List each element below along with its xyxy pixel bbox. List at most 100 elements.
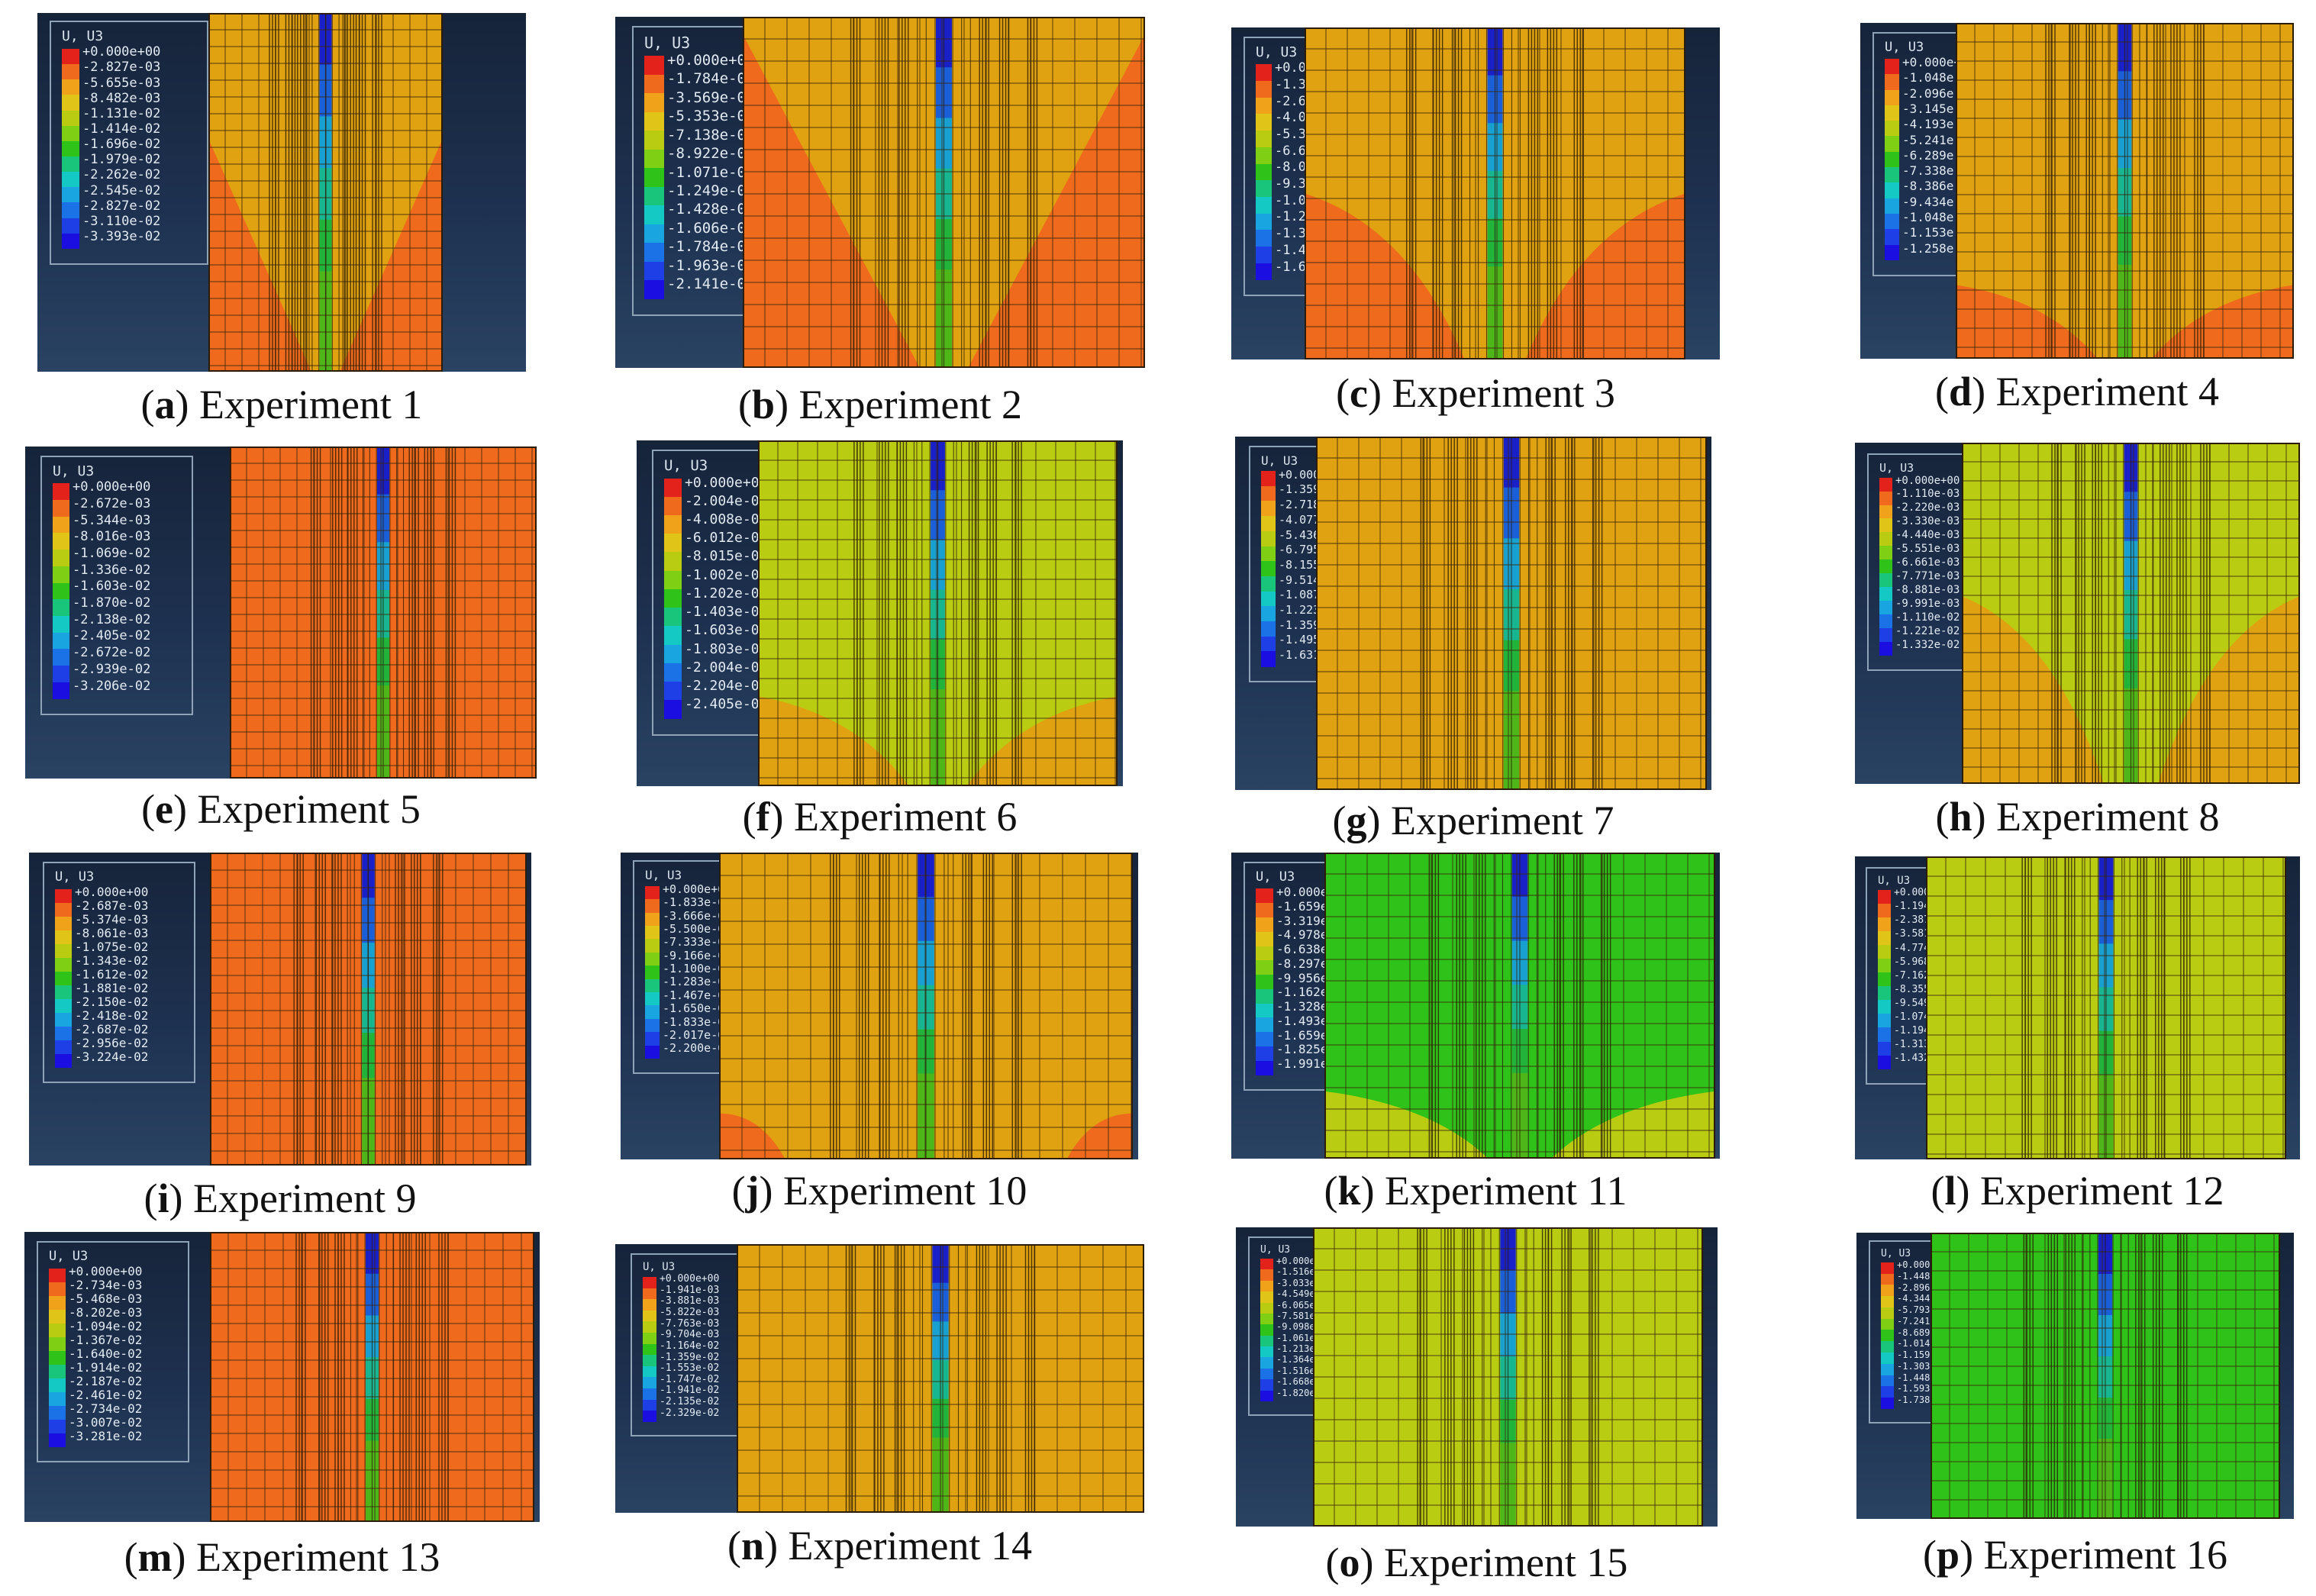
legend-value: -2.827e-03 — [82, 60, 161, 76]
legend-swatch — [1878, 889, 1891, 904]
legend-swatch — [1256, 1032, 1273, 1047]
legend-swatch — [645, 1018, 660, 1033]
legend-swatch — [1879, 518, 1892, 533]
legend-value: -2.200e-02 — [663, 1041, 732, 1056]
panel-letter: d — [1949, 369, 1972, 414]
panel-letter: i — [157, 1175, 169, 1221]
legend-swatch — [1885, 74, 1899, 90]
legend-swatch — [1881, 1341, 1894, 1353]
legend-swatch — [1256, 903, 1273, 918]
legend-swatch — [644, 243, 664, 262]
color-legend: U, U3 +0.000e+00 -2.004e-03 -4.008e-03 -6.01… — [652, 450, 811, 736]
legend-swatch — [643, 1276, 656, 1288]
mesh-plot — [1324, 853, 1715, 1159]
legend-swatch — [62, 125, 79, 142]
legend-value: +0.000e+00 — [663, 882, 732, 896]
legend-swatch — [1881, 1318, 1894, 1330]
legend-title: U, U3 — [1885, 40, 1924, 55]
mesh-plot — [737, 1244, 1144, 1513]
legend-value: -1.110e-02 — [1895, 611, 1960, 624]
legend-swatch — [49, 1295, 66, 1311]
legend-swatch — [1260, 1368, 1273, 1380]
legend-title: U, U3 — [645, 868, 682, 882]
legend-swatch — [49, 1309, 66, 1324]
legend-swatch — [55, 971, 72, 986]
legend-value: -3.393e-02 — [82, 229, 161, 245]
legend-swatch — [1256, 988, 1273, 1004]
panel-letter: j — [745, 1168, 760, 1214]
legend-value: -1.343e-02 — [75, 953, 149, 968]
legend-value: -1.650e-02 — [663, 1001, 732, 1016]
legend-swatch — [645, 979, 660, 993]
panel-title: Experiment 1 — [199, 382, 423, 427]
legend-value: -1.612e-02 — [75, 967, 149, 982]
contour-plot-g: U, U3 +0.000e+00 -1.359e-03 -2.718e-03 -4.07… — [1235, 437, 1711, 790]
panel-title: Experiment 13 — [196, 1534, 440, 1580]
legend-swatch — [1256, 163, 1272, 181]
legend-swatch — [645, 1005, 660, 1020]
legend-swatch — [1256, 81, 1272, 98]
legend-swatch — [1881, 1285, 1894, 1297]
legend-swatch — [53, 649, 69, 666]
legend-swatch — [1879, 491, 1892, 506]
legend-swatch — [1878, 1000, 1891, 1014]
legend-swatch — [1261, 576, 1276, 592]
mesh-plot — [1305, 27, 1685, 360]
legend-swatch — [53, 483, 69, 501]
legend-swatch — [62, 110, 79, 127]
legend-value: -6.661e-03 — [1895, 556, 1960, 569]
legend-swatch — [55, 957, 72, 972]
legend-title: U, U3 — [53, 463, 95, 479]
mesh-plot — [719, 853, 1133, 1159]
legend-swatch — [1256, 131, 1272, 148]
legend-swatch — [53, 666, 69, 683]
color-legend: U, U3 +0.000e+00 -2.672e-03 -5.344e-03 -8.01… — [40, 456, 193, 715]
displacement-zone — [743, 34, 1145, 368]
legend-swatch — [645, 1032, 660, 1046]
legend-swatch — [62, 79, 79, 95]
legend-value: -2.956e-02 — [75, 1036, 149, 1050]
legend-swatch — [49, 1433, 66, 1448]
legend-value: -1.553e-02 — [660, 1362, 720, 1375]
contour-plot-n: U, U3 +0.000e+00 -1.941e-03 -3.881e-03 -5.82… — [615, 1244, 1144, 1513]
legend-swatch — [1261, 471, 1276, 487]
displacement-zone — [1305, 193, 1685, 360]
mesh-plot — [210, 853, 527, 1166]
legend-swatch — [644, 186, 664, 206]
legend-value: -1.075e-02 — [75, 940, 149, 954]
legend-swatch — [664, 514, 682, 534]
legend-swatch — [49, 1364, 66, 1379]
legend-value: -1.202e-02 — [685, 585, 768, 601]
legend-swatch — [1879, 532, 1892, 547]
legend-value: -4.008e-03 — [685, 511, 768, 527]
legend-value: -3.110e-02 — [82, 213, 161, 229]
displacement-zone — [1324, 1091, 1715, 1159]
mesh-plot — [1926, 856, 2286, 1159]
legend-value: -2.939e-02 — [73, 661, 151, 677]
legend-swatch — [1881, 1398, 1894, 1410]
legend-value: -3.206e-02 — [73, 678, 151, 694]
panel-letter: p — [1937, 1532, 1960, 1578]
legend-title: U, U3 — [664, 457, 708, 474]
legend-value: -3.666e-03 — [663, 908, 732, 923]
legend-swatch — [1885, 105, 1899, 121]
legend-value: -1.941e-02 — [660, 1385, 720, 1397]
legend-swatch — [1261, 606, 1276, 622]
panel-caption: (g) Experiment 7 — [1332, 798, 1614, 843]
legend-swatch — [644, 111, 664, 131]
panel-title: Experiment 10 — [783, 1168, 1027, 1214]
legend-swatch — [62, 233, 79, 250]
legend-value: +0.000e+00 — [82, 44, 161, 60]
legend-swatch — [643, 1321, 656, 1333]
legend-swatch — [49, 1336, 66, 1352]
legend-swatch — [55, 943, 72, 959]
mesh-outline — [1313, 1227, 1703, 1527]
legend-swatch — [55, 1012, 72, 1027]
legend-swatch — [1261, 651, 1276, 667]
legend-swatch — [664, 496, 682, 516]
legend-value: -2.004e-02 — [685, 659, 768, 675]
legend-value: -9.704e-03 — [660, 1329, 720, 1341]
legend-swatch — [1885, 58, 1899, 75]
legend-value: -1.606e-02 — [667, 219, 755, 237]
legend-swatch — [1261, 561, 1276, 577]
